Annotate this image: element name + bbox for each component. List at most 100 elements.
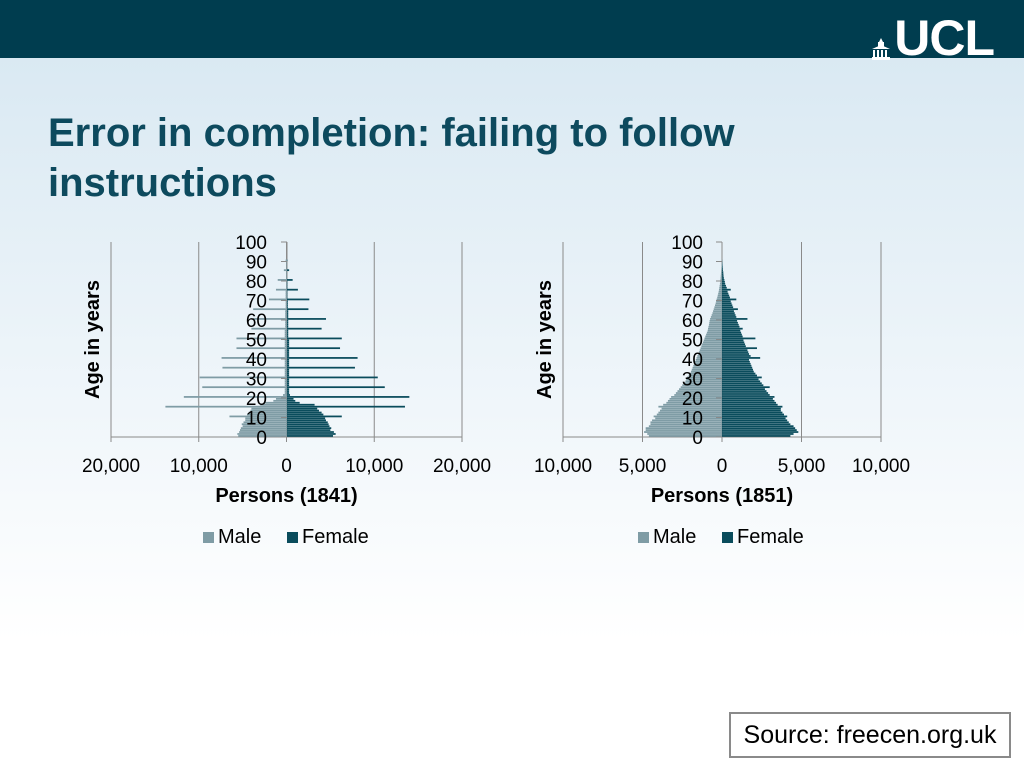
bar-male [239,431,287,433]
bar-male [260,403,287,406]
y-tick-label: 30 [246,370,267,391]
bar-female [287,394,291,396]
bar-male [285,312,287,314]
bar-female [287,329,289,332]
bar-female [287,360,290,363]
y-tick-label: 40 [246,350,267,371]
bar-male [285,325,287,328]
bar-female [287,320,289,322]
bar-female [287,300,288,303]
legend-label-female: Female [302,526,369,548]
bar-male [286,282,287,285]
bar-female [287,288,298,291]
bar-female [287,403,315,406]
y-tick-label: 20 [246,389,267,410]
bar-male [285,294,287,297]
bar-male [284,355,287,357]
bar-male [285,302,287,305]
bar-female [287,269,290,272]
portico-icon [872,38,891,60]
bar-male [284,362,287,365]
bar-male [285,314,287,316]
bar-female [287,399,296,402]
bar-female [287,298,310,301]
bar-male [275,288,287,291]
bar-female [287,353,290,355]
bar-male [243,421,287,424]
bar-male [286,267,287,270]
bar-male [284,345,287,348]
bar-female [287,398,294,400]
bar-male [221,357,287,359]
bar-female [287,407,318,410]
bar-male [241,423,287,426]
bar-female [287,357,358,359]
x-tick-label: 10,000 [170,456,228,477]
bar-male [286,271,287,274]
bar-male [285,320,287,322]
bar-female [287,304,288,307]
bar-male [237,433,287,435]
bar-female [287,333,289,336]
bar-female [287,396,410,398]
bar-female [287,308,309,311]
bar-male [236,337,287,340]
bar-female [287,376,378,379]
bar-female [287,401,300,404]
bar-male [251,407,287,410]
bar-female [287,384,290,387]
bar-male [240,427,287,430]
bar-male [284,331,287,334]
bar-female [287,417,326,420]
bar-male [285,323,287,326]
bar-male [236,347,287,350]
bar-male [248,411,287,414]
logo-text: UCL [894,10,995,66]
bar-male [286,261,287,264]
bar-female [287,380,290,383]
bar-female [287,372,290,375]
bar-female [287,345,290,348]
page-title: Error in completion: failing to follow i… [48,111,735,205]
bar-female [287,421,328,424]
bar-female [287,364,290,367]
bar-male [222,366,287,369]
y-tick-label: 100 [235,233,267,254]
bar-female [287,392,290,394]
legend-swatch-female [287,532,298,543]
bar-male [285,310,287,313]
bar-male [238,435,287,437]
x-axis-title: Persons (1841) [215,485,357,507]
bar-male [286,275,287,277]
bar-male [286,263,287,266]
bar-male [183,396,287,398]
legend-swatch-male [203,532,214,543]
bar-male [284,329,287,332]
bar-female [287,390,290,392]
bar-male [245,419,287,422]
bar-female [287,341,290,344]
bar-male [285,321,287,324]
bar-male [284,349,287,352]
bar-male [285,292,287,295]
bar-male [284,364,287,367]
bar-male [242,425,287,428]
bar-male [284,360,287,363]
bar-female [287,349,290,352]
bar-female [287,433,336,435]
bar-male [268,298,287,301]
bar-female [287,337,342,340]
bar-female [287,314,289,316]
bar-male [282,394,287,396]
bar-female [287,423,329,426]
bar-male [284,339,287,342]
bar-female [287,347,341,350]
bar-male [284,343,287,346]
bar-female [287,321,289,324]
bar-male [283,269,287,272]
bar-male [284,374,287,377]
legend-label-male: Male [218,526,261,548]
bar-male [251,327,287,330]
bar-male [273,399,287,402]
bar-male [285,259,287,262]
